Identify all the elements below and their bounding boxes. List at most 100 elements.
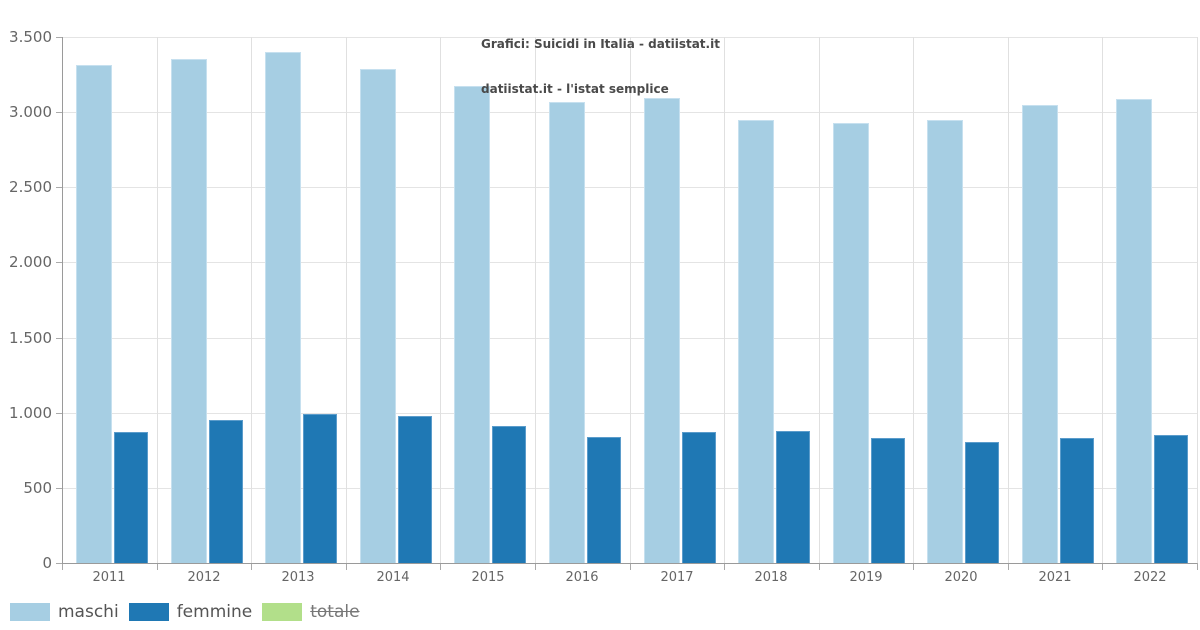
- y-axis-label: 0: [42, 554, 52, 572]
- x-gridline: [157, 37, 158, 563]
- bar-femmine-2021[interactable]: [1060, 438, 1094, 563]
- y-axis-label: 1.500: [9, 329, 52, 347]
- bar-femmine-2019[interactable]: [871, 438, 905, 563]
- y-axis-label: 3.500: [9, 28, 52, 46]
- x-gridline: [440, 37, 441, 563]
- bar-maschi-2020[interactable]: [927, 120, 963, 563]
- bar-maschi-2012[interactable]: [171, 59, 207, 563]
- bar-maschi-2016[interactable]: [549, 102, 585, 563]
- y-axis-tick: [56, 563, 62, 564]
- x-axis-label-2015: 2015: [471, 570, 505, 585]
- legend-swatch-maschi[interactable]: [10, 603, 50, 621]
- bar-femmine-2011[interactable]: [114, 432, 148, 563]
- y-axis-tick: [56, 37, 62, 38]
- legend-label-femmine[interactable]: femmine: [176, 602, 253, 622]
- x-gridline: [1008, 37, 1009, 563]
- bar-femmine-2016[interactable]: [587, 437, 621, 563]
- bar-femmine-2018[interactable]: [776, 431, 810, 563]
- y-gridline: [62, 488, 1197, 489]
- chart-title-line-1: Grafici: Suicidi in Italia - datiistat.i…: [481, 37, 720, 51]
- x-axis-line: [62, 563, 1197, 564]
- bar-femmine-2012[interactable]: [209, 420, 243, 563]
- x-axis-tick: [913, 563, 914, 570]
- bar-femmine-2022[interactable]: [1154, 435, 1188, 563]
- x-axis-label-2019: 2019: [849, 570, 883, 585]
- bar-maschi-2011[interactable]: [76, 65, 112, 563]
- bar-femmine-2013[interactable]: [303, 414, 337, 563]
- x-axis-label-2012: 2012: [187, 570, 221, 585]
- x-gridline: [630, 37, 631, 563]
- x-axis-label-2022: 2022: [1133, 570, 1167, 585]
- x-axis-label-2011: 2011: [92, 570, 126, 585]
- legend-item-maschi[interactable]: maschi: [10, 601, 119, 623]
- x-axis-tick: [535, 563, 536, 570]
- legend-item-totale[interactable]: totale: [262, 601, 360, 623]
- y-gridline: [62, 112, 1197, 113]
- y-axis-label: 3.000: [9, 103, 52, 121]
- x-axis-label-2014: 2014: [376, 570, 410, 585]
- x-gridline: [819, 37, 820, 563]
- legend-label-totale[interactable]: totale: [310, 602, 360, 622]
- x-axis-label-2021: 2021: [1038, 570, 1072, 585]
- x-axis-tick: [157, 563, 158, 570]
- x-gridline: [251, 37, 252, 563]
- x-axis-tick: [1102, 563, 1103, 570]
- bar-maschi-2017[interactable]: [644, 98, 680, 563]
- bar-maschi-2021[interactable]: [1022, 105, 1058, 563]
- y-axis-tick: [56, 338, 62, 339]
- x-axis-label-2020: 2020: [944, 570, 978, 585]
- bar-femmine-2020[interactable]: [965, 442, 999, 563]
- x-axis-label-2013: 2013: [281, 570, 315, 585]
- bar-maschi-2013[interactable]: [265, 52, 301, 563]
- bar-femmine-2015[interactable]: [492, 426, 526, 563]
- bar-femmine-2017[interactable]: [682, 432, 716, 563]
- x-axis-tick: [630, 563, 631, 570]
- x-gridline: [346, 37, 347, 563]
- y-axis-label: 1.000: [9, 404, 52, 422]
- legend-swatch-femmine[interactable]: [128, 603, 169, 621]
- bar-maschi-2015[interactable]: [454, 86, 490, 563]
- legend: maschi femmine totale: [10, 601, 360, 623]
- x-axis-tick: [62, 563, 63, 570]
- y-axis-tick: [56, 413, 62, 414]
- x-gridline: [724, 37, 725, 563]
- x-gridline: [1102, 37, 1103, 563]
- y-axis-tick: [56, 488, 62, 489]
- x-axis-tick: [440, 563, 441, 570]
- bar-maschi-2019[interactable]: [833, 123, 869, 563]
- y-axis-line: [62, 37, 63, 564]
- y-gridline: [62, 413, 1197, 414]
- y-axis-label: 500: [23, 479, 52, 497]
- x-gridline: [1197, 37, 1198, 563]
- x-axis-tick: [1197, 563, 1198, 570]
- y-axis-tick: [56, 187, 62, 188]
- x-gridline: [913, 37, 914, 563]
- chart-title: Grafici: Suicidi in Italia - datiistat.i…: [481, 7, 720, 127]
- x-gridline: [535, 37, 536, 563]
- legend-swatch-totale[interactable]: [262, 603, 303, 621]
- y-axis-label: 2.500: [9, 178, 52, 196]
- y-axis-label: 2.000: [9, 253, 52, 271]
- y-gridline: [62, 187, 1197, 188]
- x-axis-tick: [819, 563, 820, 570]
- x-axis-tick: [724, 563, 725, 570]
- y-gridline: [62, 262, 1197, 263]
- x-axis-tick: [251, 563, 252, 570]
- bar-femmine-2014[interactable]: [398, 416, 432, 563]
- y-gridline: [62, 338, 1197, 339]
- x-axis-label-2018: 2018: [754, 570, 788, 585]
- legend-item-femmine[interactable]: femmine: [128, 601, 253, 623]
- y-gridline: [62, 37, 1197, 38]
- x-axis-tick: [1008, 563, 1009, 570]
- x-axis-label-2017: 2017: [660, 570, 694, 585]
- y-axis-tick: [56, 112, 62, 113]
- y-axis-tick: [56, 262, 62, 263]
- bar-maschi-2014[interactable]: [360, 69, 396, 563]
- chart-title-line-2: datiistat.it - l'istat semplice: [481, 82, 669, 96]
- x-axis-label-2016: 2016: [565, 570, 599, 585]
- bar-maschi-2018[interactable]: [738, 120, 774, 563]
- legend-label-maschi[interactable]: maschi: [58, 602, 119, 622]
- bar-maschi-2022[interactable]: [1116, 99, 1152, 563]
